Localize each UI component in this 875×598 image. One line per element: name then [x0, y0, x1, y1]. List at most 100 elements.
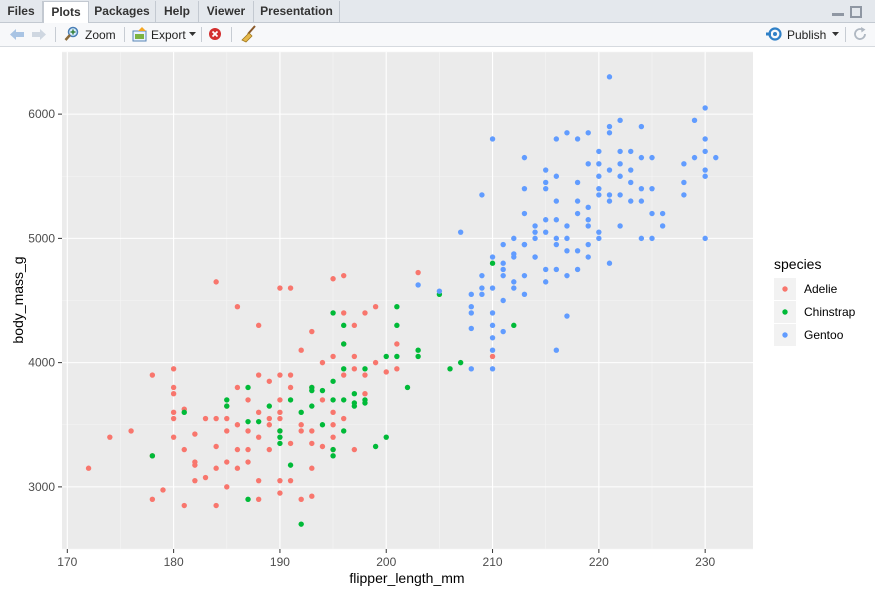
data-point-gentoo — [638, 198, 645, 204]
data-point-adelie — [234, 384, 241, 391]
data-point-adelie — [255, 434, 262, 440]
data-point-adelie — [170, 409, 177, 416]
data-point-gentoo — [521, 154, 528, 161]
zoom-icon[interactable] — [64, 26, 80, 42]
toolbar-separator — [124, 27, 125, 42]
data-point-adelie — [234, 446, 241, 453]
tab-presentation[interactable]: Presentation — [254, 1, 340, 22]
data-point-gentoo — [702, 235, 708, 242]
data-point-chinstrap — [341, 341, 347, 347]
data-point-adelie — [319, 397, 326, 403]
data-point-adelie — [245, 428, 251, 434]
data-point-gentoo — [511, 235, 517, 242]
x-axis-ticks: 170 180 190 200 210 220 230 — [57, 549, 715, 569]
data-point-gentoo — [596, 229, 602, 235]
x-tick-label: 220 — [589, 555, 609, 569]
data-point-chinstrap — [394, 304, 400, 310]
data-point-adelie — [224, 428, 230, 434]
data-point-adelie — [277, 285, 283, 291]
data-point-gentoo — [468, 325, 474, 332]
tab-viewer[interactable]: Viewer — [199, 1, 254, 22]
data-point-gentoo — [564, 248, 570, 254]
data-point-chinstrap — [351, 390, 358, 397]
legend-label: Adelie — [804, 282, 838, 296]
tab-plots[interactable]: Plots — [43, 1, 89, 23]
data-point-gentoo — [585, 161, 591, 167]
data-point-adelie — [266, 446, 272, 453]
data-point-adelie — [160, 487, 166, 493]
data-point-chinstrap — [266, 403, 272, 409]
data-point-gentoo — [585, 254, 591, 260]
data-point-chinstrap — [224, 397, 230, 403]
data-point-gentoo — [659, 223, 666, 229]
data-point-adelie — [85, 465, 92, 471]
data-point-gentoo — [489, 366, 496, 372]
data-point-gentoo — [521, 291, 528, 297]
data-point-adelie — [383, 369, 389, 375]
data-point-gentoo — [606, 123, 613, 130]
chevron-down-icon[interactable] — [189, 32, 196, 37]
publish-button[interactable]: Publish — [787, 28, 827, 42]
export-icon[interactable] — [132, 27, 148, 42]
publish-icon[interactable] — [766, 27, 784, 41]
data-points — [85, 74, 719, 527]
data-point-gentoo — [628, 148, 634, 155]
data-point-gentoo — [511, 279, 517, 285]
data-point-gentoo — [521, 241, 528, 248]
data-point-adelie — [277, 409, 283, 416]
data-point-adelie — [309, 440, 315, 447]
tab-help[interactable]: Help — [156, 1, 199, 22]
data-point-adelie — [213, 443, 219, 450]
data-point-gentoo — [702, 136, 708, 142]
refresh-icon[interactable] — [852, 26, 868, 42]
data-point-adelie — [266, 415, 272, 422]
x-tick-label: 200 — [376, 555, 396, 569]
data-point-gentoo — [564, 235, 570, 242]
data-point-adelie — [309, 328, 315, 335]
tab-files[interactable]: Files — [0, 1, 43, 22]
data-point-gentoo — [564, 313, 570, 319]
data-point-adelie — [107, 434, 113, 440]
data-point-chinstrap — [287, 462, 294, 468]
data-point-gentoo — [596, 235, 602, 242]
data-point-gentoo — [702, 167, 708, 173]
data-point-gentoo — [489, 285, 496, 291]
data-point-gentoo — [585, 204, 591, 211]
data-point-adelie — [266, 422, 272, 428]
tab-packages[interactable]: Packages — [89, 1, 156, 22]
forward-arrow-icon[interactable] — [31, 28, 47, 41]
x-tick-label: 180 — [164, 555, 184, 569]
maximize-icon[interactable] — [850, 6, 862, 18]
data-point-gentoo — [606, 167, 613, 173]
data-point-adelie — [224, 484, 230, 490]
data-point-adelie — [351, 366, 358, 372]
data-point-adelie — [255, 322, 262, 329]
zoom-button[interactable]: Zoom — [85, 28, 116, 42]
data-point-adelie — [309, 428, 315, 434]
data-point-gentoo — [596, 192, 602, 198]
data-point-adelie — [287, 440, 294, 447]
minimize-icon[interactable] — [832, 7, 844, 17]
export-button[interactable]: Export — [151, 28, 186, 42]
remove-plot-icon[interactable] — [208, 27, 222, 41]
data-point-gentoo — [479, 291, 485, 297]
data-point-adelie — [341, 372, 347, 378]
data-point-gentoo — [489, 335, 496, 341]
data-point-chinstrap — [341, 397, 347, 403]
data-point-chinstrap — [362, 397, 368, 403]
data-point-gentoo — [659, 210, 666, 217]
data-point-adelie — [224, 415, 230, 422]
data-point-gentoo — [681, 179, 687, 186]
data-point-chinstrap — [277, 434, 283, 440]
publish-dropdown-icon[interactable] — [832, 32, 839, 37]
legend-swatch — [782, 332, 788, 338]
data-point-gentoo — [702, 173, 708, 179]
legend-title: species — [774, 256, 821, 272]
data-point-gentoo — [479, 272, 485, 279]
data-point-chinstrap — [372, 443, 379, 450]
data-point-gentoo — [691, 117, 698, 124]
broom-icon[interactable] — [240, 25, 258, 43]
data-point-adelie — [266, 378, 272, 384]
data-point-adelie — [149, 496, 156, 502]
back-arrow-icon[interactable] — [9, 28, 25, 41]
